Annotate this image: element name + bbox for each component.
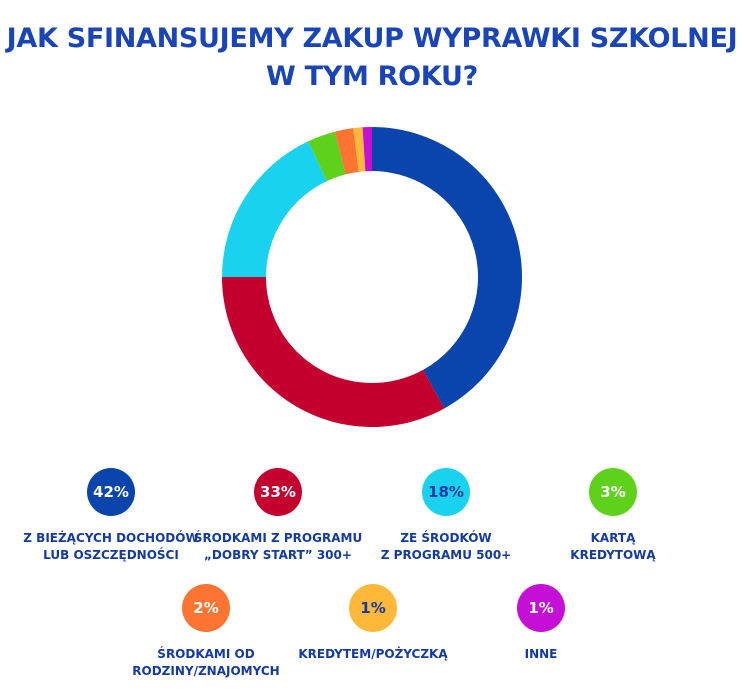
donut-slice-7 <box>362 127 372 172</box>
donut-slice-5 <box>334 128 359 175</box>
legend-label-line: ZE ŚRODKÓW <box>400 531 492 545</box>
legend-item-5: 2% ŚRODKAMI OD RODZINY/ZNAJOMYCH <box>106 584 306 680</box>
donut-slice-6 <box>353 127 366 172</box>
donut-slice-4 <box>308 131 346 182</box>
legend-value-badge: 2% <box>182 584 230 632</box>
legend-value-badge: 1% <box>517 584 565 632</box>
legend-item-6: 1% KREDYTEM/POŻYCZKĄ <box>273 584 473 663</box>
legend-label-line: LUB OSZCZĘDNOŚCI <box>43 548 179 562</box>
legend-value-badge: 18% <box>422 468 470 516</box>
legend-item-1: 42% Z BIEŻĄCYCH DOCHODÓW LUB OSZCZĘDNOŚCI <box>11 468 211 564</box>
legend-item-3: 18% ZE ŚRODKÓW Z PROGRAMU 500+ <box>346 468 546 564</box>
legend-item-2: 33% ŚRODKAMI Z PROGRAMU „DOBRY START” 300+ <box>178 468 378 564</box>
legend-label-line: Z PROGRAMU 500+ <box>380 548 512 562</box>
chart-title: JAK SFINANSUJEMY ZAKUP WYPRAWKI SZKOLNEJ… <box>0 20 744 96</box>
legend-label: INNE <box>441 646 641 663</box>
chart-title-line-1: JAK SFINANSUJEMY ZAKUP WYPRAWKI SZKOLNEJ <box>6 23 738 54</box>
legend-label-line: ŚRODKAMI OD <box>157 647 255 661</box>
donut-slice-2 <box>222 277 445 427</box>
legend-label-line: KREDYTEM/POŻYCZKĄ <box>298 647 448 661</box>
legend-label: KREDYTEM/POŻYCZKĄ <box>273 646 473 663</box>
donut-slice-3 <box>222 141 327 277</box>
legend-value-badge: 3% <box>589 468 637 516</box>
legend-label: ZE ŚRODKÓW Z PROGRAMU 500+ <box>346 530 546 564</box>
legend-label-line: „DOBRY START” 300+ <box>204 548 352 562</box>
legend-value-badge: 1% <box>349 584 397 632</box>
legend-label: ŚRODKAMI OD RODZINY/ZNAJOMYCH <box>106 646 306 680</box>
legend-value-badge: 42% <box>87 468 135 516</box>
donut-slice-1 <box>372 127 523 409</box>
legend-item-4: 3% KARTĄ KREDYTOWĄ <box>513 468 713 564</box>
legend-label: KARTĄ KREDYTOWĄ <box>513 530 713 564</box>
legend-label: Z BIEŻĄCYCH DOCHODÓW LUB OSZCZĘDNOŚCI <box>11 530 211 564</box>
legend-label-line: KREDYTOWĄ <box>570 548 656 562</box>
legend-label: ŚRODKAMI Z PROGRAMU „DOBRY START” 300+ <box>178 530 378 564</box>
legend-label-line: KARTĄ <box>590 531 636 545</box>
legend-label-line: ŚRODKAMI Z PROGRAMU <box>193 531 363 545</box>
chart-title-line-2: W TYM ROKU? <box>266 61 478 92</box>
legend-value-badge: 33% <box>254 468 302 516</box>
legend-item-7: 1% INNE <box>441 584 641 663</box>
legend-label-line: RODZINY/ZNAJOMYCH <box>132 664 280 678</box>
legend-label-line: INNE <box>524 647 558 661</box>
legend-label-line: Z BIEŻĄCYCH DOCHODÓW <box>23 531 199 545</box>
